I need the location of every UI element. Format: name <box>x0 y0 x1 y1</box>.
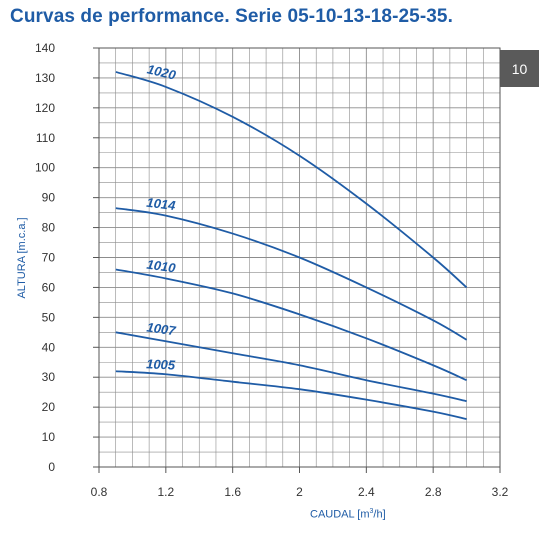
x-tick-label: 3.2 <box>492 485 509 499</box>
x-axis-label-main: CAUDAL [m <box>310 508 370 521</box>
chart-title: Curvas de performance. Serie 05-10-13-18… <box>10 6 453 27</box>
y-tick-label: 60 <box>42 280 56 294</box>
x-axis-label-superscript: 3 <box>369 508 374 515</box>
y-tick-label: 10 <box>42 430 56 444</box>
x-tick-label: 1.6 <box>224 485 241 499</box>
y-tick-label: 40 <box>42 340 56 354</box>
x-axis-label-tail: /h] <box>373 508 386 521</box>
x-axis-label: CAUDAL [m3/h] <box>310 508 386 521</box>
x-tick-label: 1.2 <box>157 485 174 499</box>
y-tick-label: 110 <box>36 131 55 145</box>
series-label-1007: 1007 <box>146 319 178 338</box>
series-label-1010: 1010 <box>146 257 178 276</box>
series-line-1020 <box>115 71 468 289</box>
x-tick-label: 2.8 <box>425 485 442 499</box>
series-labels: 1020 1014 1010 1007 1005 <box>146 61 178 372</box>
page-number-badge: 10 <box>500 50 539 87</box>
y-tick-label: 30 <box>42 370 56 384</box>
series-label-1020: 1020 <box>146 61 178 82</box>
y-tick-label: 120 <box>35 101 55 115</box>
y-tick-label: 0 <box>48 460 55 474</box>
y-tick-label: 70 <box>42 251 56 265</box>
series-line-1010 <box>115 268 467 382</box>
series-line-1014 <box>115 207 468 341</box>
y-tick-label: 130 <box>35 71 55 85</box>
series-label-1005: 1005 <box>146 356 176 372</box>
x-tick-label: 0.8 <box>91 485 108 499</box>
y-tick-label: 90 <box>42 191 56 205</box>
x-tick-label: 2 <box>296 485 303 499</box>
x-tick-label: 2.4 <box>358 485 375 499</box>
series-label-1014: 1014 <box>146 195 177 213</box>
series-lines <box>115 71 468 420</box>
y-tick-label: 100 <box>35 161 55 175</box>
y-tick-label: 140 <box>35 41 55 55</box>
axes <box>93 47 501 473</box>
series-line-1005 <box>115 370 467 420</box>
y-tick-label: 20 <box>42 400 56 414</box>
y-tick-label: 50 <box>42 310 56 324</box>
grid <box>98 47 501 468</box>
y-tick-label: 80 <box>42 221 56 235</box>
series-line-1007 <box>115 331 467 403</box>
